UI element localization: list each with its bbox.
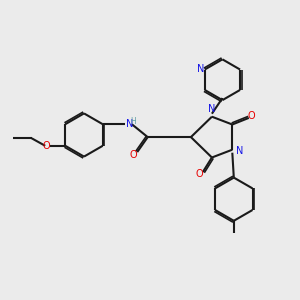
Text: N: N	[208, 104, 216, 114]
Text: O: O	[196, 169, 203, 179]
Text: O: O	[43, 141, 50, 151]
Text: O: O	[130, 150, 137, 160]
Text: N: N	[126, 119, 134, 129]
Text: N: N	[197, 64, 205, 74]
Text: H: H	[130, 117, 136, 126]
Text: O: O	[248, 111, 256, 122]
Text: N: N	[236, 146, 243, 156]
